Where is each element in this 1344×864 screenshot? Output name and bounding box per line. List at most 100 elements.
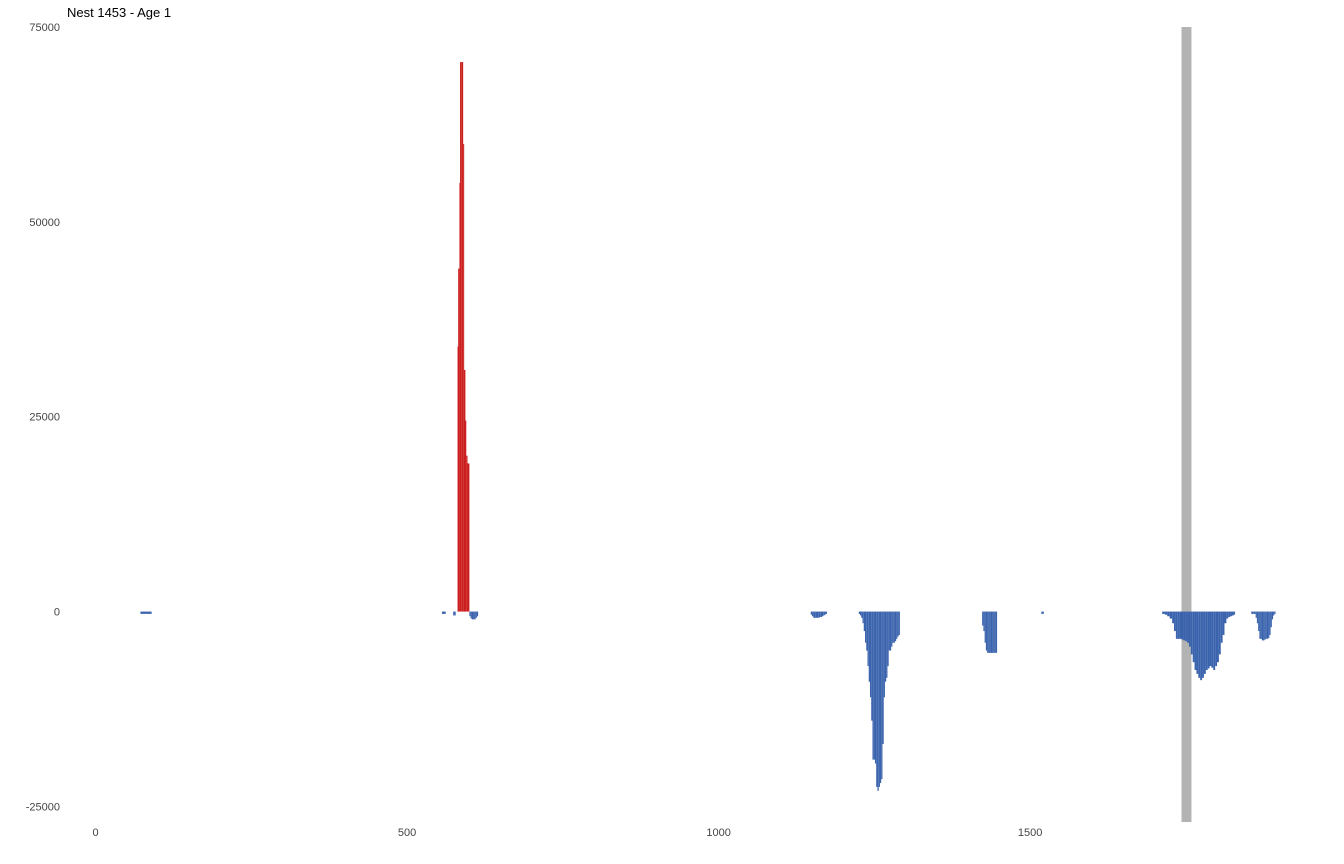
negative-bar: [894, 611, 897, 642]
negative-bar: [889, 611, 892, 651]
negative-bar: [475, 611, 477, 618]
negative-bar: [886, 611, 888, 678]
negative-bar: [1251, 611, 1254, 614]
negative-bar: [898, 611, 900, 635]
negative-bar: [1233, 611, 1236, 615]
negative-bar: [987, 611, 989, 653]
negative-bar: [872, 611, 874, 760]
negative-bar: [988, 611, 990, 653]
negative-bar: [897, 611, 899, 637]
negative-bar: [453, 611, 455, 616]
negative-bar: [474, 611, 476, 620]
negative-bar: [1259, 611, 1261, 639]
negative-bar: [989, 611, 991, 653]
negative-bar: [994, 611, 996, 653]
y-axis-tick-labels: -25000 0 25000 50000 75000: [26, 22, 60, 813]
negative-bar: [1260, 611, 1262, 639]
negative-bar: [1183, 611, 1186, 641]
negative-bar: [1268, 611, 1270, 639]
negative-bar: [1224, 611, 1227, 624]
negative-bar: [1220, 611, 1223, 643]
x-tick-label: 1000: [706, 827, 730, 839]
negative-bar: [881, 611, 883, 780]
chart-title: Nest 1453 - Age 1: [67, 5, 172, 20]
positive-bar: [461, 62, 463, 612]
negative-bar: [1169, 611, 1173, 619]
negative-bar: [868, 611, 870, 682]
negative-bar: [813, 611, 815, 618]
negative-bar: [863, 611, 866, 632]
negative-bar: [810, 611, 813, 615]
negative-bar: [476, 611, 479, 617]
negative-bar: [822, 611, 824, 617]
negative-bar: [884, 611, 887, 682]
negative-bar: [879, 611, 882, 784]
negative-bar: [1042, 611, 1044, 614]
negative-bar: [1179, 611, 1182, 639]
negative-bar: [1228, 611, 1231, 618]
negative-bar: [818, 611, 820, 618]
x-tick-label: 500: [398, 827, 416, 839]
negative-bar: [1271, 611, 1274, 620]
negative-bar: [1211, 611, 1214, 668]
negative-bar: [1258, 611, 1260, 632]
positive-bar: [466, 455, 468, 612]
negative-bar: [1215, 611, 1218, 667]
negative-bar: [1253, 611, 1256, 614]
negative-bar: [995, 611, 998, 653]
negative-bar: [469, 611, 471, 617]
negative-bar: [860, 611, 862, 616]
negative-bar: [817, 611, 819, 618]
negative-bar: [1263, 611, 1265, 641]
positive-bar: [457, 346, 459, 612]
negative-bar: [876, 611, 878, 787]
negative-bar: [1226, 611, 1229, 619]
negative-bar: [873, 611, 875, 760]
negative-bar: [1187, 611, 1189, 643]
x-axis-tick-labels: 0 500 1000 1500: [93, 827, 1043, 839]
negative-bar: [1175, 611, 1178, 639]
y-tick-label: 75000: [29, 22, 60, 34]
negative-bar: [1264, 611, 1266, 640]
negative-bar: [142, 611, 146, 614]
negative-bar: [992, 611, 994, 653]
positive-bar: [463, 143, 465, 612]
positive-bar: [463, 369, 465, 612]
negative-bar: [1266, 611, 1269, 639]
negative-bar: [1231, 611, 1234, 616]
negative-bar: [878, 611, 880, 787]
negative-bar: [1273, 611, 1275, 616]
negative-bar: [1230, 611, 1232, 617]
negative-bar: [871, 611, 873, 721]
negative-bar: [892, 611, 894, 643]
negative-bar: [471, 611, 474, 620]
negative-bar: [869, 611, 872, 698]
negative-bar: [1194, 611, 1197, 671]
negative-bar: [814, 611, 816, 618]
negative-bar: [1041, 611, 1043, 614]
negative-bar: [150, 611, 152, 614]
positive-bar: [459, 182, 461, 612]
negative-bar: [1162, 611, 1165, 614]
negative-bar: [1164, 611, 1168, 615]
negative-bar: [147, 611, 151, 614]
negative-bar: [1185, 611, 1188, 642]
negative-bar: [1222, 611, 1225, 635]
negative-bar: [1198, 611, 1201, 678]
y-tick-label: 50000: [29, 217, 60, 229]
negative-bar: [145, 611, 148, 614]
negative-bar: [867, 611, 869, 667]
negative-bar: [993, 611, 995, 653]
y-tick-label: 0: [54, 607, 60, 619]
negative-bar: [1172, 611, 1175, 624]
negative-bar: [887, 611, 889, 667]
negative-bar: [985, 611, 988, 651]
negative-bar: [825, 611, 827, 614]
negative-bar: [882, 611, 884, 745]
positive-bar: [468, 463, 470, 612]
negative-bar: [1255, 611, 1257, 618]
negative-bar: [1190, 611, 1193, 655]
negative-bar: [812, 611, 814, 617]
negative-bar: [1217, 611, 1219, 663]
